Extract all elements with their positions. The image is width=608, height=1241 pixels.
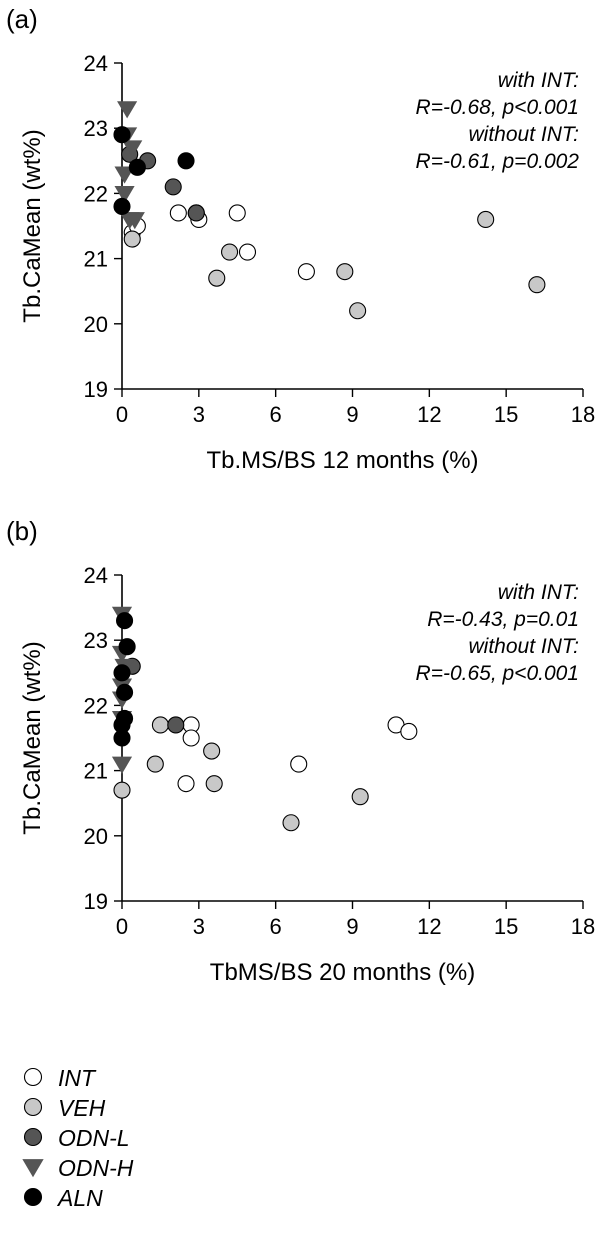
data-point-aln [128, 158, 146, 176]
y-tick-label: 22 [84, 181, 108, 206]
data-point-veh [123, 230, 141, 248]
data-point-int [400, 722, 418, 741]
data-point-veh [203, 742, 221, 760]
x-axis-label: TbMS/BS 20 months (%) [210, 959, 475, 986]
legend-marker-veh [23, 1097, 43, 1117]
data-point-veh [208, 269, 226, 287]
legend-marker-aln [23, 1187, 43, 1207]
stats-annotation: R=-0.61, p=0.002 [416, 150, 580, 173]
y-tick-label: 20 [84, 312, 108, 337]
data-point-aln [113, 664, 131, 682]
legend-marker-odn-h [22, 1159, 44, 1178]
data-point-odn-l [187, 204, 205, 222]
data-point-odn-h [111, 756, 133, 774]
y-tick-label: 23 [84, 628, 108, 653]
x-tick-label: 18 [571, 914, 595, 939]
stats-annotation: without INT: [469, 123, 579, 146]
data-point-odn-h [124, 212, 145, 230]
data-point-int [238, 243, 257, 261]
x-tick-label: 15 [494, 914, 518, 939]
y-tick-label: 24 [84, 563, 108, 588]
data-point-odn-l [164, 178, 182, 196]
stats-annotation: R=-0.68, p<0.001 [416, 96, 579, 119]
data-point-aln [113, 197, 131, 215]
data-point-veh [528, 276, 546, 294]
y-tick-label: 24 [84, 51, 108, 76]
y-tick-label: 20 [84, 824, 108, 849]
data-point-odn-h [114, 166, 135, 184]
y-tick-label: 21 [84, 759, 108, 784]
x-tick-label: 0 [116, 402, 128, 427]
panel-label: (b) [6, 516, 38, 546]
x-tick-label: 12 [417, 914, 441, 939]
data-point-int [290, 755, 308, 773]
data-point-aln [113, 729, 131, 747]
y-tick-label: 19 [84, 377, 108, 402]
panel-label: (a) [6, 4, 38, 34]
x-tick-label: 9 [346, 914, 358, 939]
data-point-aln [118, 638, 136, 656]
data-point-veh [113, 781, 131, 799]
data-point-veh [146, 755, 164, 773]
y-tick-label: 22 [84, 693, 108, 718]
legend-label: ALN [56, 1185, 103, 1211]
x-tick-label: 6 [270, 914, 282, 939]
x-tick-label: 3 [193, 914, 205, 939]
stats-annotation: with INT: [498, 581, 579, 604]
stats-annotation: R=-0.65, p<0.001 [416, 662, 579, 685]
y-tick-label: 21 [84, 247, 108, 272]
data-point-aln [113, 126, 131, 144]
data-point-veh [282, 814, 300, 832]
x-tick-label: 3 [193, 402, 205, 427]
data-point-int [182, 729, 200, 747]
legend-label: ODN-L [58, 1125, 130, 1151]
legend-label: INT [58, 1065, 97, 1091]
y-axis-label: Tb.CaMean (wt%) [19, 129, 46, 322]
data-point-veh [351, 788, 369, 806]
x-axis-label: Tb.MS/BS 12 months (%) [206, 447, 478, 474]
x-tick-label: 12 [417, 402, 441, 427]
x-tick-label: 9 [346, 402, 358, 427]
stats-annotation: without INT: [469, 635, 579, 658]
y-axis-label: Tb.CaMean (wt%) [19, 641, 46, 834]
x-tick-label: 0 [116, 914, 128, 939]
data-point-int [228, 204, 246, 222]
data-point-veh [205, 775, 223, 793]
chart-panel-a: (a) 19 20 21 22 23 24 0 3 6 9 12 15 18 Tb.MS/BS 12 mon… [6, 4, 595, 474]
chart-panel-b: (b) 19 20 21 22 23 24 0 3 6 9 12 15 18 TbMS/BS 20 mont… [6, 516, 595, 986]
data-point-aln [177, 152, 195, 170]
legend-label: ODN-H [58, 1155, 134, 1181]
x-tick-label: 15 [494, 402, 518, 427]
stats-annotation: with INT: [498, 69, 579, 92]
stats-annotation: R=-0.43, p=0.01 [427, 608, 579, 631]
data-point-odn-h [117, 101, 138, 119]
y-tick-label: 23 [84, 116, 108, 141]
data-point-veh [221, 243, 239, 261]
y-tick-label: 19 [84, 889, 108, 914]
legend-marker-odn-l [23, 1127, 43, 1147]
x-tick-label: 6 [270, 402, 282, 427]
data-point-veh [151, 716, 169, 734]
data-point-int [169, 204, 187, 222]
legend-marker-int [23, 1067, 43, 1087]
data-point-odn-h [114, 186, 135, 204]
data-point-odn-l [167, 716, 185, 734]
data-point-veh [349, 302, 367, 320]
data-point-int [177, 775, 195, 793]
data-point-veh [336, 263, 354, 281]
data-point-int [297, 263, 315, 281]
data-point-aln [116, 612, 134, 630]
data-point-veh [477, 210, 495, 229]
legend-label: VEH [58, 1095, 106, 1121]
legend: INT VEH ODN-L ODN-H ALN [22, 1065, 134, 1211]
x-tick-label: 18 [571, 402, 595, 427]
data-point-odn-h [122, 140, 143, 158]
data-point-aln [116, 683, 134, 701]
